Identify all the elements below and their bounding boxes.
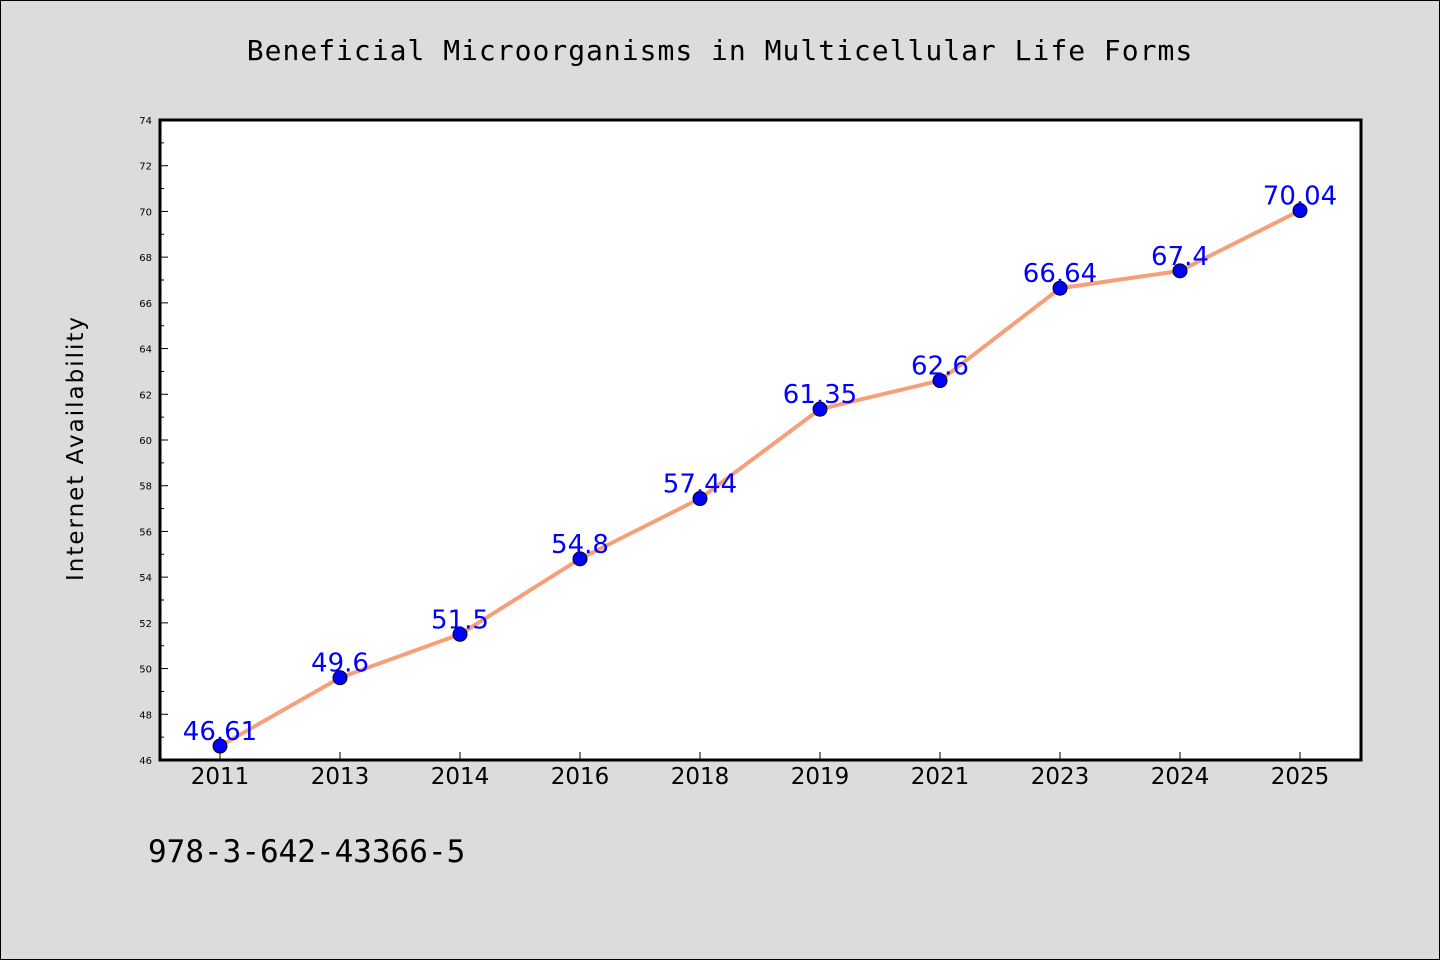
x-tick-label: 2023 bbox=[1031, 764, 1090, 790]
plot-frame bbox=[158, 118, 1363, 762]
data-point-marker bbox=[812, 401, 828, 417]
x-tick-label: 2011 bbox=[191, 764, 250, 790]
y-tick-label: 68 bbox=[139, 253, 152, 264]
y-tick-label: 54 bbox=[139, 573, 152, 584]
series-line bbox=[218, 208, 1302, 749]
data-point-marker bbox=[452, 626, 468, 642]
data-point-marker bbox=[212, 738, 228, 754]
plot-area bbox=[160, 120, 1361, 760]
data-label: 51.5 bbox=[431, 605, 489, 635]
data-point-marker bbox=[1292, 203, 1308, 219]
y-tick-label: 62 bbox=[139, 390, 152, 401]
chart-title: Beneficial Microorganisms in Multicellul… bbox=[246, 34, 1194, 67]
y-tick-label: 60 bbox=[139, 436, 152, 447]
data-point-marker bbox=[692, 491, 708, 507]
data-label: 66.64 bbox=[1023, 259, 1097, 289]
x-axis: 2011 2013 2014 2016 2018 2019 2021 2023 2024 2025 bbox=[191, 752, 1330, 790]
x-tick-label: 2024 bbox=[1151, 764, 1210, 790]
y-tick-label: 56 bbox=[139, 527, 152, 538]
data-point-marker bbox=[332, 670, 348, 686]
data-point-marker bbox=[1172, 263, 1188, 279]
x-tick-label: 2016 bbox=[551, 764, 610, 790]
data-label: 49.6 bbox=[311, 649, 369, 679]
x-tick-label: 2025 bbox=[1271, 764, 1330, 790]
y-tick-label: 74 bbox=[139, 116, 152, 127]
y-tick-label: 48 bbox=[139, 710, 152, 721]
y-tick-label: 66 bbox=[139, 299, 152, 310]
y-tick-label: 58 bbox=[139, 482, 152, 493]
x-tick-label: 2021 bbox=[911, 764, 970, 790]
x-tick-label: 2018 bbox=[671, 764, 730, 790]
data-label: 67.4 bbox=[1151, 242, 1209, 272]
x-tick-label: 2019 bbox=[791, 764, 850, 790]
data-label: 61.35 bbox=[783, 380, 857, 410]
data-label: 70.04 bbox=[1263, 182, 1337, 212]
y-tick-label: 46 bbox=[139, 756, 152, 767]
data-label: 62.6 bbox=[911, 352, 969, 382]
y-tick-label: 72 bbox=[139, 162, 152, 173]
data-point-marker bbox=[1052, 280, 1068, 296]
y-tick-label: 64 bbox=[139, 345, 152, 356]
x-tick-label: 2014 bbox=[431, 764, 490, 790]
data-label: 46.61 bbox=[183, 717, 257, 747]
y-tick-label: 50 bbox=[139, 665, 152, 676]
footer-isbn: 978-3-642-43366-5 bbox=[148, 834, 466, 870]
y-tick-label: 70 bbox=[139, 207, 152, 218]
data-point-marker bbox=[932, 373, 948, 389]
x-tick-label: 2013 bbox=[311, 764, 370, 790]
data-point-marker bbox=[572, 551, 588, 567]
data-label: 54.8 bbox=[551, 530, 609, 560]
data-label: 57.44 bbox=[663, 470, 737, 500]
y-tick-label: 52 bbox=[139, 619, 152, 630]
